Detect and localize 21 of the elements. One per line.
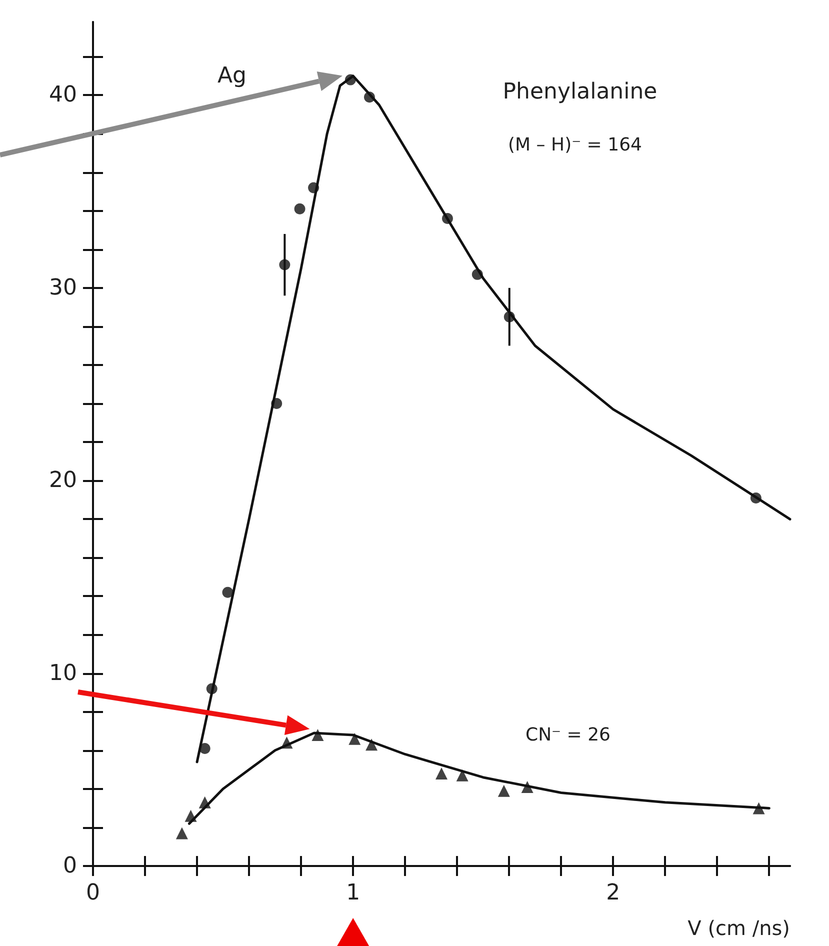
point [348,732,361,745]
y-tick-label: 30 [49,275,77,300]
point [176,827,188,840]
annotation: CN⁻ = 26 [526,724,610,746]
x-tick-label: 0 [86,880,100,906]
x-axis-title: V (cm /ns) [688,916,790,940]
point [222,586,234,598]
y-tick-label: 0 [63,854,77,878]
y-tick-label: 20 [49,468,77,494]
point [294,203,306,214]
annotation: (M – H)⁻ = 164 [508,134,642,156]
y-tick-label: 40 [49,82,77,108]
x-tick-label: 1 [346,880,360,906]
x-tick-label: 2 [606,880,620,906]
annotation: Ag [217,64,247,88]
point [436,768,448,780]
point [456,769,468,782]
point [279,259,290,270]
point [498,784,510,797]
y-tick-label: 10 [49,660,77,686]
annotation: Phenylalanine [502,80,658,104]
